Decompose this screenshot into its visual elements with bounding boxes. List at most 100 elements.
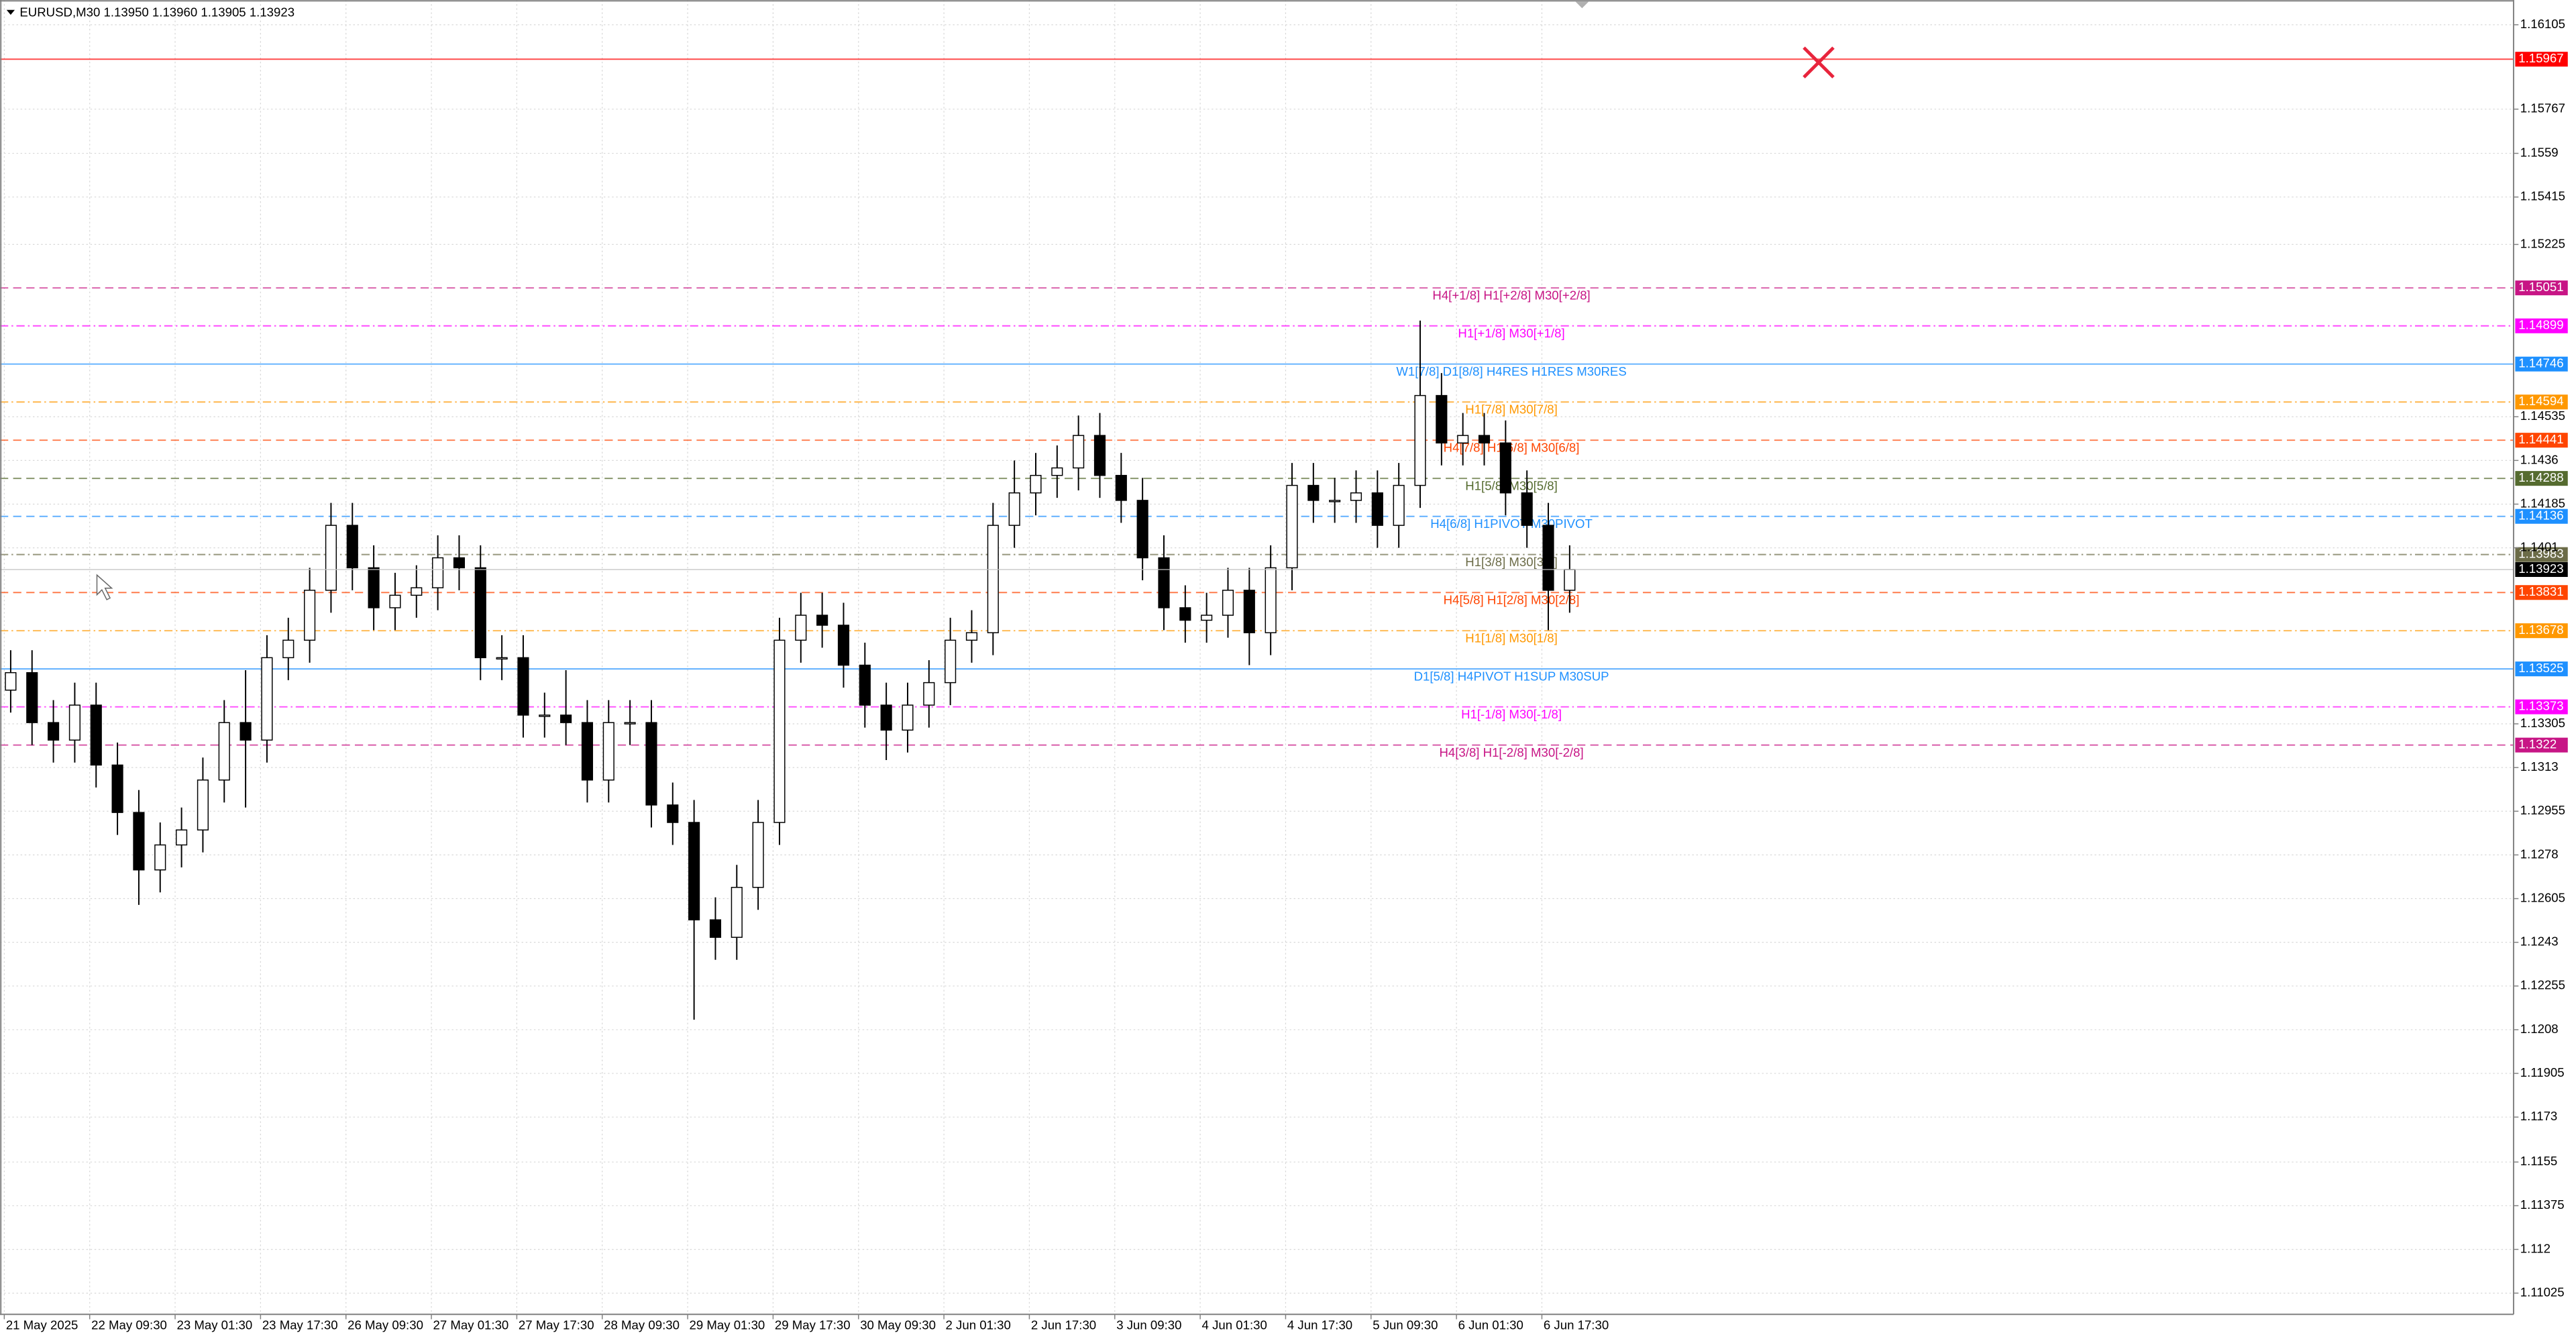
shift-marker (1575, 1, 1589, 9)
chart-title: EURUSD,M30 1.13950 1.13960 1.13905 1.139… (19, 5, 294, 19)
level-label: H1[1/8] M30[1/8] (1465, 631, 1558, 645)
level-label: H4[6/8] H1PIVOT M30PIVOT (1430, 517, 1593, 531)
y-tick-label: 1.1208 (2520, 1022, 2559, 1036)
y-tick-label: 1.13305 (2520, 716, 2565, 730)
x-tick-label: 22 May 09:30 (91, 1318, 167, 1332)
y-tick-label: 1.1436 (2520, 452, 2559, 466)
candle-body (945, 639, 957, 684)
candle-body (5, 672, 17, 691)
candle-body (709, 919, 722, 938)
price-box (2515, 394, 2568, 410)
candle-body (859, 664, 871, 706)
x-tick-label: 26 May 09:30 (347, 1318, 423, 1332)
level-label: H4[7/8] H1[6/8] M30[6/8] (1444, 440, 1580, 454)
price-box-label: 1.14441 (2518, 432, 2563, 446)
candle-body (1093, 435, 1106, 476)
candle-body (154, 844, 166, 871)
candle-body (1521, 492, 1533, 526)
candle-body (667, 804, 679, 823)
level-label: H4[5/8] H1[2/8] M30[2/8] (1444, 592, 1580, 606)
close-marker (1803, 46, 1835, 78)
y-tick-label: 1.14535 (2520, 409, 2565, 423)
x-tick-label: 6 Jun 01:30 (1458, 1318, 1523, 1332)
candle-body (239, 722, 252, 741)
level-label: H1[-1/8] M30[-1/8] (1461, 707, 1562, 721)
candle-body (1286, 484, 1298, 569)
candle-body (218, 722, 230, 781)
price-box (2515, 280, 2568, 296)
title-arrow (6, 9, 15, 15)
y-tick-label: 1.1155 (2520, 1154, 2558, 1168)
price-box-label: 1.15051 (2518, 280, 2563, 294)
x-tick-label: 29 May 01:30 (690, 1318, 765, 1332)
candle-body (368, 567, 380, 608)
grid (0, 0, 2514, 1315)
candle-body (1073, 435, 1085, 469)
y-tick-label: 1.12955 (2520, 803, 2565, 817)
price-box-label: 1.13525 (2518, 661, 2563, 675)
candle-body (581, 722, 594, 781)
y-tick-label: 1.15767 (2520, 101, 2565, 115)
candle-body (1030, 474, 1042, 494)
y-tick-label: 1.16105 (2520, 17, 2565, 31)
candle-body (1478, 435, 1491, 444)
price-box (2515, 623, 2568, 639)
y-tick-label: 1.1313 (2520, 759, 2559, 773)
candle-body (1457, 435, 1469, 444)
x-tick-label: 5 Jun 09:30 (1373, 1318, 1438, 1332)
x-tick-label: 2 Jun 01:30 (946, 1318, 1011, 1332)
candle-body (731, 887, 743, 938)
candle-body (517, 657, 529, 716)
candle-body (1201, 614, 1213, 621)
candle-body (1008, 492, 1020, 526)
x-tick-label: 4 Jun 17:30 (1287, 1318, 1352, 1332)
candle-body (325, 525, 337, 591)
level-label: H1[3/8] M30[3/8] (1465, 555, 1558, 569)
price-box-label: 1.15967 (2518, 51, 2563, 65)
y-tick-label: 1.11905 (2520, 1065, 2565, 1079)
candle-body (902, 704, 914, 731)
candle-body (282, 639, 294, 659)
y-tick-label: 1.11025 (2520, 1285, 2565, 1299)
candle-body (1222, 590, 1234, 616)
x-tick-label: 28 May 09:30 (604, 1318, 680, 1332)
levels: 1.15967 H4[+1/8] H1[+2/8] M30[+2/8] 1.1505… (0, 51, 2568, 759)
price-box (2515, 699, 2568, 714)
level-label: H4[3/8] H1[-2/8] M30[-2/8] (1439, 745, 1583, 759)
candle-body (752, 822, 764, 888)
current-price-box (2515, 561, 2568, 578)
y-tick-label: 1.15415 (2520, 189, 2565, 203)
price-box-label: 1.14899 (2518, 318, 2563, 332)
candle-body (304, 590, 316, 641)
candle-body (346, 525, 358, 569)
price-box-label: 1.13373 (2518, 699, 2563, 713)
candle-body (645, 722, 657, 806)
y-tick-label: 1.14185 (2520, 496, 2565, 510)
level-label: H1[5/8] M30[5/8] (1465, 478, 1558, 492)
candle-body (1436, 394, 1448, 444)
x-tick-label: 4 Jun 01:30 (1202, 1318, 1267, 1332)
candle-body (90, 704, 102, 766)
price-box-label: 1.13678 (2518, 623, 2563, 637)
candle-body (1307, 484, 1320, 501)
price-box (2515, 356, 2568, 372)
price-box (2515, 547, 2568, 562)
candle-body (602, 722, 614, 781)
mouse-cursor (96, 574, 113, 600)
x-tick-label: 27 May 17:30 (519, 1318, 594, 1332)
candle-body (837, 625, 850, 666)
candle-body (923, 682, 935, 706)
candle-body (1350, 492, 1362, 501)
candle-body (197, 780, 209, 831)
candle-body (453, 557, 466, 569)
candle-body (261, 657, 273, 741)
price-box (2515, 737, 2568, 753)
y-tick-label: 1.12255 (2520, 978, 2565, 992)
candle-body (539, 714, 551, 717)
x-tick-label: 23 May 01:30 (176, 1318, 252, 1332)
candle-body (624, 722, 636, 725)
candle-body (880, 704, 892, 731)
